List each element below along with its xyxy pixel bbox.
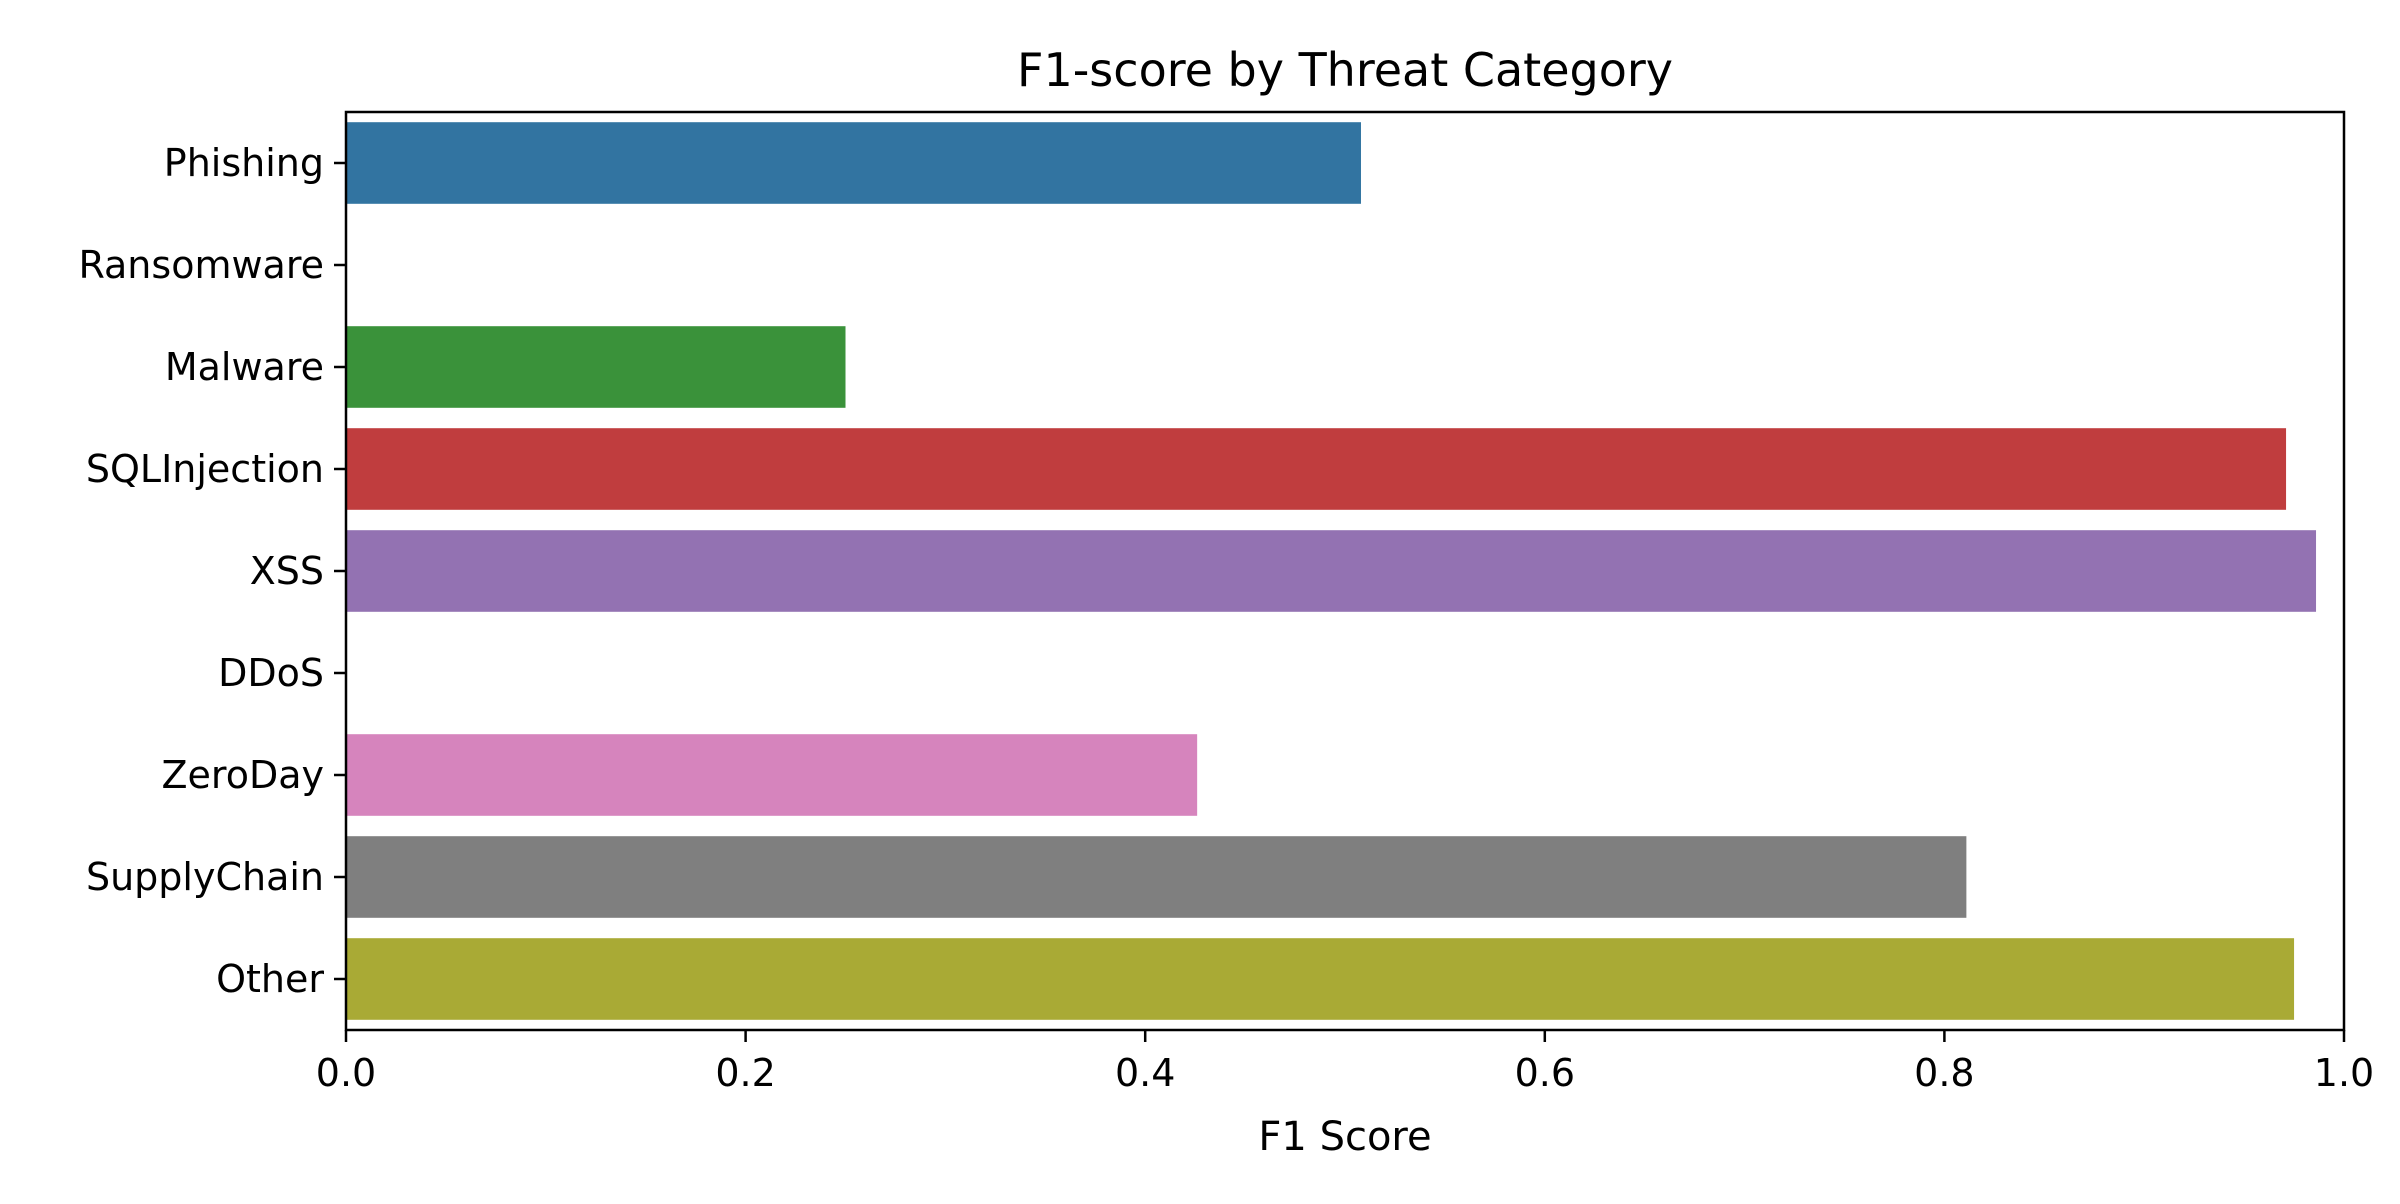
bar-malware xyxy=(346,326,846,408)
x-tick-label: 0.0 xyxy=(316,1051,376,1095)
bar-sqlinjection xyxy=(346,428,2287,510)
bar-phishing xyxy=(346,122,1361,204)
bar-zeroday xyxy=(346,734,1198,816)
x-tick-label: 0.2 xyxy=(715,1051,775,1095)
y-tick-label-zeroday: ZeroDay xyxy=(162,753,324,797)
chart-title: F1-score by Threat Category xyxy=(1017,43,1673,97)
bar-other xyxy=(346,938,2295,1020)
y-tick-label-phishing: Phishing xyxy=(164,141,324,185)
y-tick-label-other: Other xyxy=(216,957,324,1001)
y-tick-label-ddos: DDoS xyxy=(218,651,324,695)
bar-xss xyxy=(346,530,2317,612)
x-tick-label: 0.8 xyxy=(1914,1051,1974,1095)
x-tick-label: 1.0 xyxy=(2314,1051,2374,1095)
bars-group xyxy=(346,122,2317,1020)
x-axis-ticks: 0.0 0.2 0.4 0.6 0.8 1.0 xyxy=(316,1030,2374,1095)
y-tick-label-malware: Malware xyxy=(165,345,324,389)
x-tick-label: 0.6 xyxy=(1515,1051,1575,1095)
y-tick-label-sqlinjection: SQLInjection xyxy=(86,447,324,491)
y-tick-label-supplychain: SupplyChain xyxy=(86,855,324,899)
y-axis-ticks: Phishing Ransomware Malware SQLInjection XSS… xyxy=(78,141,346,1001)
y-tick-label-xss: XSS xyxy=(250,549,324,593)
x-tick-label: 0.4 xyxy=(1115,1051,1175,1095)
bar-supplychain xyxy=(346,836,1967,918)
x-axis-label: F1 Score xyxy=(1258,1114,1431,1160)
y-tick-label-ransomware: Ransomware xyxy=(78,243,324,287)
plot-frame xyxy=(344,110,2346,1032)
